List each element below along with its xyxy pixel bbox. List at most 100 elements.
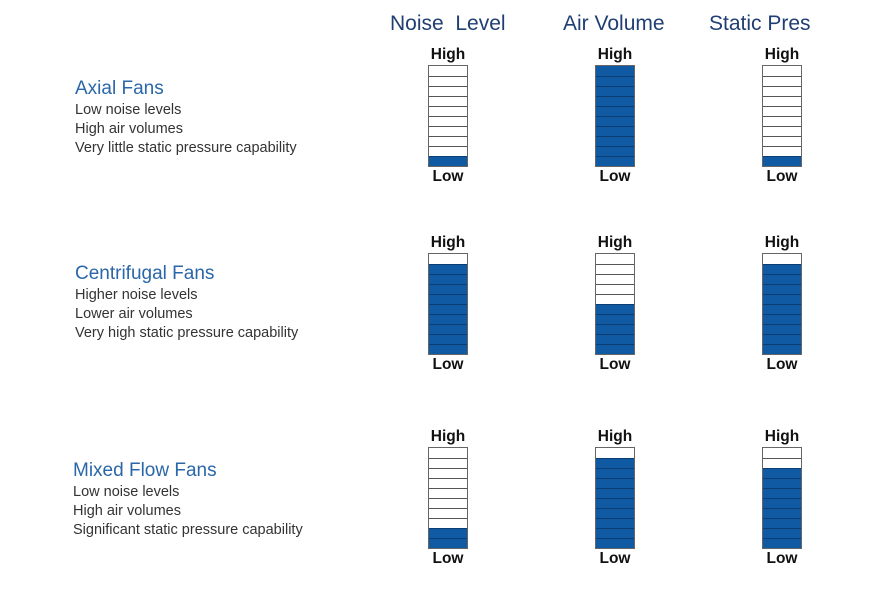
level-segment-filled	[429, 284, 467, 294]
fan-property-line: Low noise levels	[73, 484, 180, 500]
level-bar	[428, 253, 468, 355]
level-bar	[595, 447, 635, 549]
level-segment-empty	[429, 96, 467, 106]
level-segment-empty	[429, 488, 467, 498]
meter-high-label: High	[430, 46, 466, 63]
meter-mixed-flow-noise: High Low	[427, 428, 469, 568]
fan-title: Centrifugal Fans	[75, 263, 215, 284]
level-segment-filled	[596, 518, 634, 528]
level-segment-empty	[596, 294, 634, 304]
level-segment-filled	[763, 344, 801, 354]
level-segment-filled	[596, 76, 634, 86]
level-segment-empty	[596, 284, 634, 294]
level-segment-filled	[429, 314, 467, 324]
level-segment-empty	[429, 126, 467, 136]
meter-axial-noise: High Low	[427, 46, 469, 186]
level-segment-filled	[429, 264, 467, 274]
level-segment-filled	[763, 488, 801, 498]
meter-low-label: Low	[766, 550, 798, 567]
level-segment-filled	[429, 324, 467, 334]
level-segment-empty	[429, 76, 467, 86]
fan-title: Mixed Flow Fans	[73, 460, 217, 481]
level-segment-empty	[763, 254, 801, 264]
level-segment-filled	[763, 324, 801, 334]
level-segment-filled	[763, 156, 801, 166]
level-segment-filled	[596, 508, 634, 518]
level-segment-filled	[763, 528, 801, 538]
level-segment-filled	[429, 334, 467, 344]
level-segment-empty	[596, 448, 634, 458]
fan-title: Axial Fans	[75, 78, 164, 99]
meter-high-label: High	[764, 46, 800, 63]
level-segment-empty	[429, 254, 467, 264]
level-segment-empty	[429, 146, 467, 156]
level-segment-empty	[429, 498, 467, 508]
level-segment-filled	[763, 314, 801, 324]
level-segment-empty	[763, 96, 801, 106]
level-segment-filled	[596, 146, 634, 156]
fan-group-mixed-flow: Mixed Flow Fans Low noise levels High ai…	[73, 460, 303, 540]
level-segment-empty	[429, 508, 467, 518]
level-segment-empty	[596, 264, 634, 274]
fan-property-line: High air volumes	[75, 121, 183, 137]
level-segment-empty	[763, 76, 801, 86]
column-header-air-volume: Air Volume	[563, 12, 665, 35]
level-segment-empty	[763, 116, 801, 126]
fan-group-centrifugal: Centrifugal Fans Higher noise levels Low…	[75, 263, 298, 343]
meter-high-label: High	[597, 234, 633, 251]
level-segment-empty	[429, 458, 467, 468]
level-segment-empty	[763, 86, 801, 96]
level-segment-filled	[596, 116, 634, 126]
level-segment-empty	[763, 448, 801, 458]
fan-property-line: Very little static pressure capability	[75, 140, 297, 156]
column-header-noise-level: Noise Level	[390, 12, 506, 35]
level-segment-filled	[596, 156, 634, 166]
level-segment-filled	[429, 304, 467, 314]
meter-low-label: Low	[432, 356, 464, 373]
meter-axial-air: High Low	[594, 46, 636, 186]
meter-low-label: Low	[599, 168, 631, 185]
level-bar	[428, 447, 468, 549]
level-segment-empty	[429, 518, 467, 528]
level-segment-empty	[763, 136, 801, 146]
level-segment-filled	[596, 126, 634, 136]
level-segment-filled	[596, 324, 634, 334]
meter-low-label: Low	[599, 356, 631, 373]
meter-high-label: High	[430, 428, 466, 445]
level-segment-filled	[763, 498, 801, 508]
level-segment-filled	[763, 294, 801, 304]
level-segment-empty	[429, 86, 467, 96]
level-bar	[595, 65, 635, 167]
level-segment-filled	[429, 294, 467, 304]
level-segment-filled	[596, 86, 634, 96]
level-segment-empty	[429, 116, 467, 126]
level-bar	[762, 65, 802, 167]
level-segment-filled	[596, 106, 634, 116]
level-bar	[762, 447, 802, 549]
level-segment-filled	[596, 344, 634, 354]
level-segment-empty	[763, 66, 801, 76]
level-segment-filled	[763, 508, 801, 518]
level-segment-empty	[763, 126, 801, 136]
level-segment-filled	[596, 538, 634, 548]
level-segment-filled	[763, 304, 801, 314]
level-segment-filled	[763, 274, 801, 284]
meter-mixed-flow-air: High Low	[594, 428, 636, 568]
level-segment-empty	[763, 458, 801, 468]
level-segment-filled	[596, 314, 634, 324]
level-segment-filled	[429, 528, 467, 538]
level-segment-filled	[763, 334, 801, 344]
level-segment-empty	[429, 66, 467, 76]
level-segment-filled	[429, 156, 467, 166]
fan-property-line: Higher noise levels	[75, 287, 198, 303]
fan-property-line: High air volumes	[73, 503, 181, 519]
meter-low-label: Low	[599, 550, 631, 567]
level-segment-empty	[596, 254, 634, 264]
column-header-static-pressure: Static Pres	[709, 12, 811, 35]
fan-property-line: Significant static pressure capability	[73, 522, 303, 538]
level-bar	[762, 253, 802, 355]
meter-low-label: Low	[432, 550, 464, 567]
level-segment-filled	[429, 274, 467, 284]
level-segment-empty	[429, 468, 467, 478]
level-segment-filled	[763, 478, 801, 488]
